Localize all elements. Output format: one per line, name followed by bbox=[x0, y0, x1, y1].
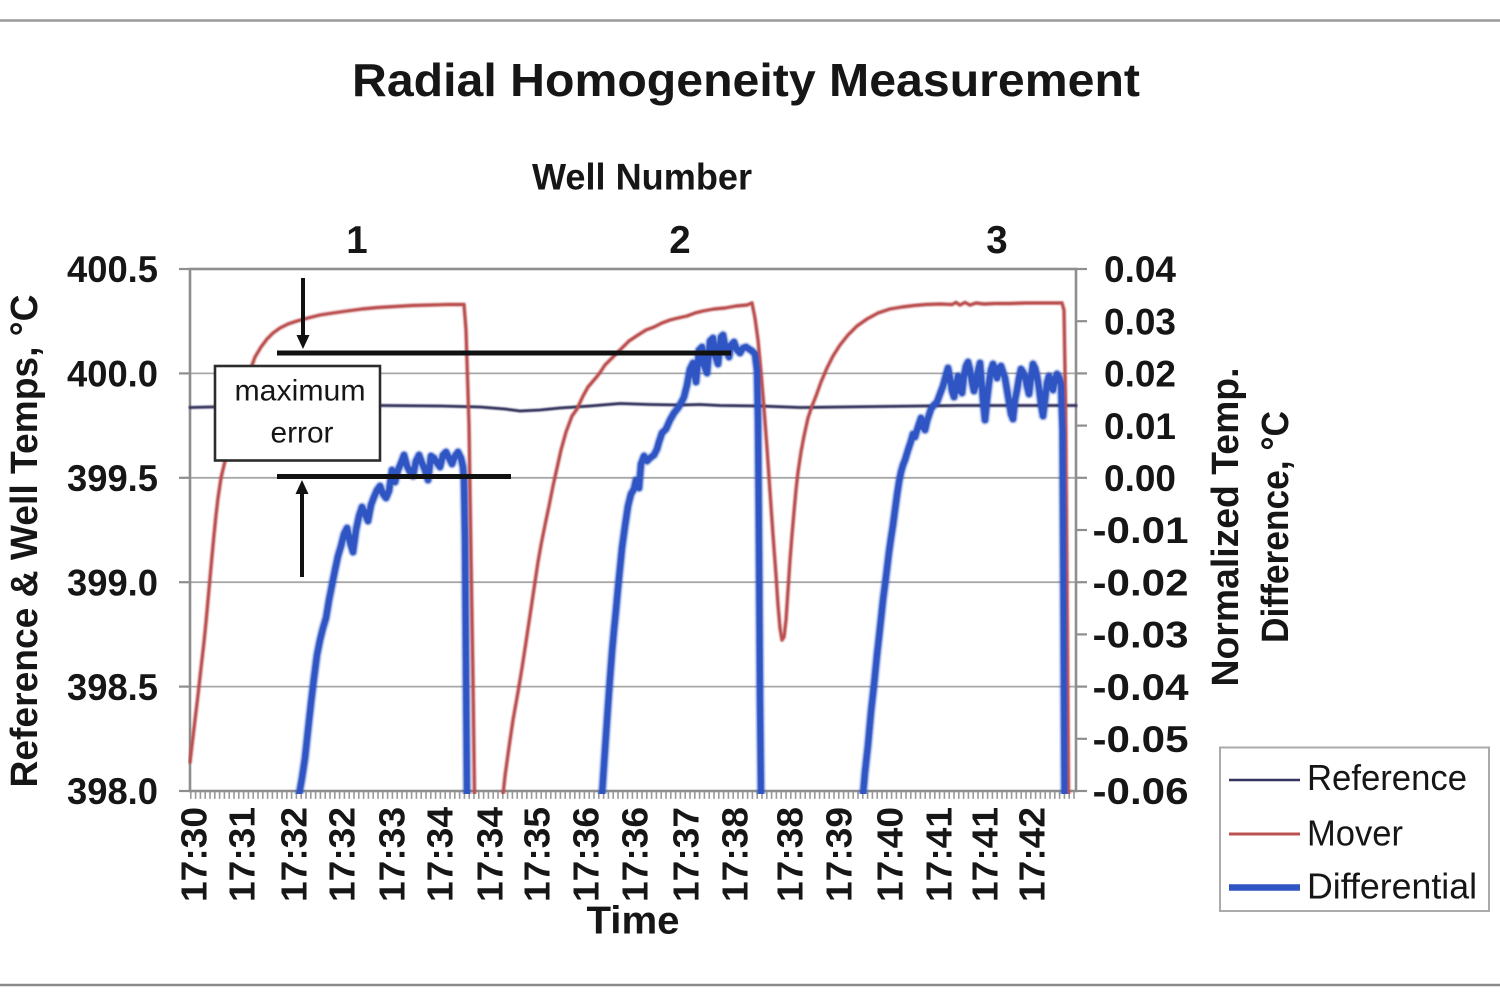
svg-text:17:41: 17:41 bbox=[965, 807, 1006, 902]
svg-text:17:35: 17:35 bbox=[517, 807, 558, 902]
svg-text:-0.05: -0.05 bbox=[1093, 718, 1189, 760]
svg-text:Differential: Differential bbox=[1307, 866, 1477, 907]
svg-text:Normalized Temp.: Normalized Temp. bbox=[1205, 368, 1247, 687]
svg-text:0.04: 0.04 bbox=[1104, 248, 1176, 290]
svg-text:Mover: Mover bbox=[1307, 813, 1403, 854]
svg-text:Well Number: Well Number bbox=[532, 156, 752, 198]
svg-text:Time: Time bbox=[587, 900, 680, 943]
svg-text:399.0: 399.0 bbox=[67, 561, 158, 603]
svg-text:error: error bbox=[271, 417, 334, 450]
svg-text:398.5: 398.5 bbox=[67, 666, 158, 708]
svg-text:17:41: 17:41 bbox=[919, 807, 960, 902]
svg-text:Difference, °C: Difference, °C bbox=[1255, 411, 1297, 643]
svg-text:Reference: Reference bbox=[1307, 757, 1467, 798]
svg-text:17:40: 17:40 bbox=[870, 807, 911, 902]
svg-text:17:32: 17:32 bbox=[274, 807, 315, 902]
svg-text:17:36: 17:36 bbox=[615, 807, 656, 902]
svg-text:400.5: 400.5 bbox=[67, 248, 158, 290]
svg-text:2: 2 bbox=[669, 219, 690, 262]
svg-text:17:30: 17:30 bbox=[174, 807, 215, 902]
svg-text:399.5: 399.5 bbox=[67, 457, 158, 499]
svg-text:17:36: 17:36 bbox=[566, 807, 607, 902]
svg-text:-0.03: -0.03 bbox=[1093, 614, 1189, 656]
svg-text:0.01: 0.01 bbox=[1104, 405, 1176, 447]
svg-text:17:38: 17:38 bbox=[770, 807, 811, 902]
svg-text:17:34: 17:34 bbox=[470, 807, 511, 902]
svg-text:17:39: 17:39 bbox=[819, 807, 860, 902]
svg-text:3: 3 bbox=[986, 219, 1007, 262]
svg-text:17:42: 17:42 bbox=[1012, 807, 1053, 902]
svg-text:400.0: 400.0 bbox=[67, 353, 158, 395]
svg-text:1: 1 bbox=[346, 219, 367, 262]
svg-text:17:33: 17:33 bbox=[372, 807, 413, 902]
svg-text:-0.06: -0.06 bbox=[1093, 770, 1189, 812]
svg-text:17:38: 17:38 bbox=[715, 807, 756, 902]
svg-text:17:34: 17:34 bbox=[420, 807, 461, 902]
svg-text:-0.01: -0.01 bbox=[1093, 509, 1189, 551]
svg-text:398.0: 398.0 bbox=[67, 770, 158, 812]
svg-text:maximum: maximum bbox=[235, 375, 366, 408]
svg-text:17:37: 17:37 bbox=[666, 807, 707, 902]
svg-text:-0.04: -0.04 bbox=[1093, 666, 1189, 708]
svg-text:0.02: 0.02 bbox=[1104, 353, 1176, 395]
svg-text:0.03: 0.03 bbox=[1104, 300, 1176, 342]
svg-text:-0.02: -0.02 bbox=[1093, 561, 1189, 603]
svg-text:17:32: 17:32 bbox=[322, 807, 363, 902]
svg-text:17:31: 17:31 bbox=[222, 807, 263, 902]
svg-text:0.00: 0.00 bbox=[1104, 457, 1176, 499]
svg-text:Radial Homogeneity Measurement: Radial Homogeneity Measurement bbox=[352, 54, 1140, 106]
svg-text:Reference & Well Temps, °C: Reference & Well Temps, °C bbox=[4, 295, 46, 788]
